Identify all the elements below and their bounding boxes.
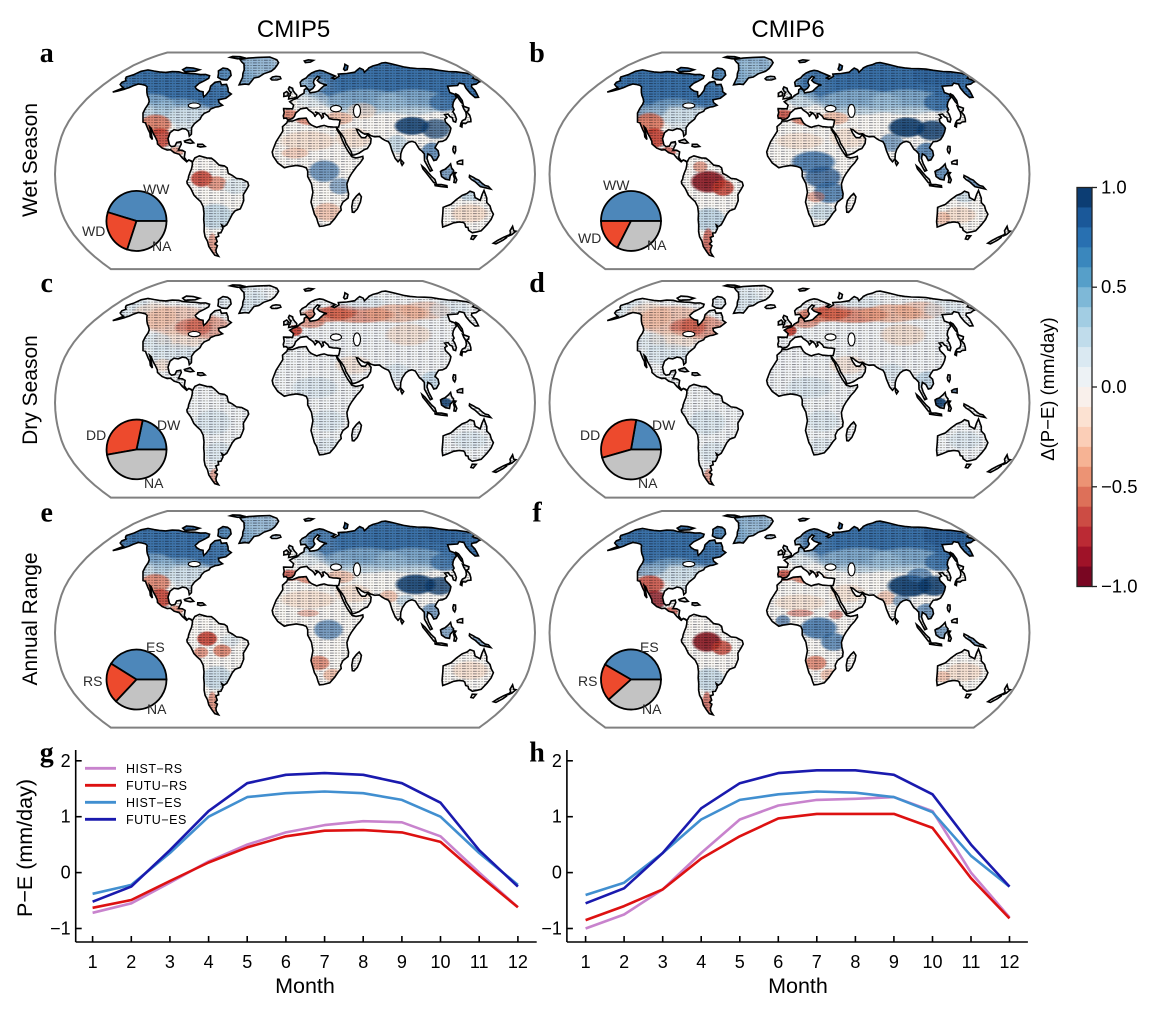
svg-text:11: 11 xyxy=(962,952,981,972)
svg-text:CMIP5: CMIP5 xyxy=(257,16,330,43)
svg-text:CMIP6: CMIP6 xyxy=(751,16,824,43)
svg-text:h: h xyxy=(529,738,545,769)
svg-text:c: c xyxy=(40,268,52,299)
svg-text:FUTU−ES: FUTU−ES xyxy=(126,813,187,827)
svg-text:10: 10 xyxy=(922,952,942,972)
svg-text:6: 6 xyxy=(281,952,291,972)
svg-text:FUTU−RS: FUTU−RS xyxy=(126,779,188,793)
svg-text:0.0: 0.0 xyxy=(1101,376,1127,397)
svg-text:0: 0 xyxy=(552,863,562,883)
svg-text:g: g xyxy=(40,738,54,769)
svg-text:−1: −1 xyxy=(541,919,562,939)
svg-text:12: 12 xyxy=(999,952,1019,972)
svg-text:5: 5 xyxy=(735,952,745,972)
svg-text:ES: ES xyxy=(640,639,659,655)
svg-text:0: 0 xyxy=(61,863,71,883)
svg-text:d: d xyxy=(529,268,545,299)
svg-text:9: 9 xyxy=(397,952,407,972)
svg-text:1: 1 xyxy=(581,952,591,972)
svg-text:2: 2 xyxy=(619,952,629,972)
svg-text:8: 8 xyxy=(358,952,368,972)
svg-text:WD: WD xyxy=(82,223,105,239)
svg-text:−0.5: −0.5 xyxy=(1101,476,1138,497)
svg-text:DD: DD xyxy=(86,427,106,443)
svg-text:3: 3 xyxy=(165,952,175,972)
svg-text:−1: −1 xyxy=(50,919,71,939)
svg-text:7: 7 xyxy=(812,952,822,972)
svg-text:Month: Month xyxy=(275,974,335,998)
svg-text:5: 5 xyxy=(242,952,252,972)
svg-text:2: 2 xyxy=(126,952,136,972)
svg-text:a: a xyxy=(40,38,54,69)
svg-text:0.5: 0.5 xyxy=(1101,276,1127,297)
svg-text:8: 8 xyxy=(850,952,860,972)
svg-text:2: 2 xyxy=(61,751,71,771)
svg-text:WW: WW xyxy=(603,177,630,193)
svg-text:NA: NA xyxy=(647,237,667,253)
svg-text:HIST−ES: HIST−ES xyxy=(126,796,182,810)
svg-text:Month: Month xyxy=(768,974,828,998)
svg-text:NA: NA xyxy=(642,701,662,717)
svg-text:3: 3 xyxy=(658,952,668,972)
svg-text:1: 1 xyxy=(61,807,71,827)
svg-text:HIST−RS: HIST−RS xyxy=(126,762,183,776)
svg-text:10: 10 xyxy=(430,952,450,972)
svg-text:−1.0: −1.0 xyxy=(1101,576,1138,597)
svg-text:f: f xyxy=(532,498,542,529)
svg-text:DD: DD xyxy=(580,427,600,443)
svg-text:7: 7 xyxy=(320,952,330,972)
svg-text:1: 1 xyxy=(552,807,562,827)
svg-text:NA: NA xyxy=(144,475,164,491)
svg-text:2: 2 xyxy=(552,751,562,771)
svg-text:Annual Range: Annual Range xyxy=(19,552,42,685)
svg-text:9: 9 xyxy=(889,952,899,972)
svg-text:NA: NA xyxy=(638,475,658,491)
svg-text:WW: WW xyxy=(143,181,170,197)
svg-text:12: 12 xyxy=(508,952,528,972)
svg-text:Δ(P−E) (mm/day): Δ(P−E) (mm/day) xyxy=(1037,317,1058,460)
svg-text:e: e xyxy=(40,498,52,529)
svg-text:6: 6 xyxy=(773,952,783,972)
svg-text:P−E (mm/day): P−E (mm/day) xyxy=(13,779,37,917)
svg-text:ES: ES xyxy=(146,639,165,655)
svg-text:1.0: 1.0 xyxy=(1101,177,1127,198)
svg-text:Wet Season: Wet Season xyxy=(19,103,42,217)
svg-text:DW: DW xyxy=(652,417,676,433)
svg-text:RS: RS xyxy=(578,673,597,689)
svg-text:1: 1 xyxy=(88,952,98,972)
svg-text:RS: RS xyxy=(83,673,102,689)
svg-text:11: 11 xyxy=(470,952,489,972)
svg-text:NA: NA xyxy=(152,238,172,254)
svg-text:DW: DW xyxy=(157,417,181,433)
svg-text:b: b xyxy=(529,38,545,69)
svg-text:4: 4 xyxy=(696,952,706,972)
svg-text:WD: WD xyxy=(578,230,601,246)
svg-text:Dry Season: Dry Season xyxy=(19,335,42,445)
svg-text:4: 4 xyxy=(204,952,214,972)
svg-text:NA: NA xyxy=(147,701,167,717)
